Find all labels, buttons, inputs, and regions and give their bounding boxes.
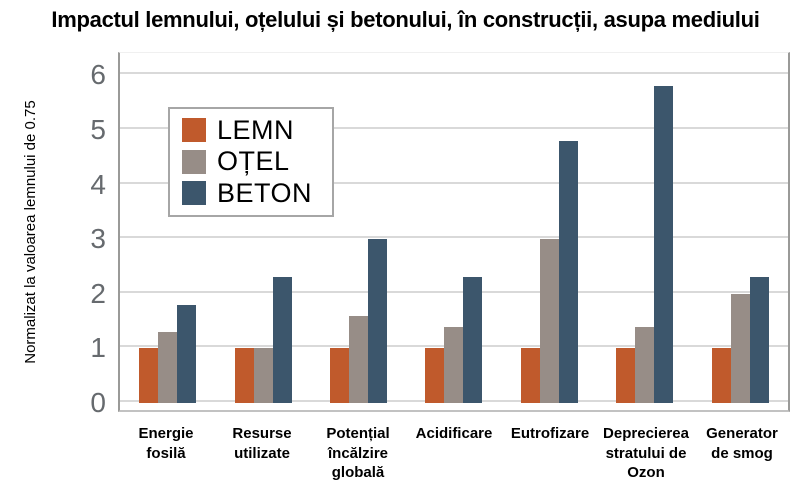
- x-label-7: Generator de smog: [706, 425, 778, 462]
- x-label-6: Deprecierea stratului de Ozon: [603, 425, 689, 481]
- legend-item-beton: BETON: [182, 177, 313, 208]
- legend: LEMN OȚEL BETON: [168, 107, 335, 218]
- gridline-y6: [120, 72, 788, 75]
- bar-beton-7: [749, 277, 769, 403]
- y-tick-label-2: 2: [90, 277, 106, 309]
- bar-lemn-1: [139, 348, 159, 403]
- bar-beton-1: [177, 304, 197, 403]
- bar-beton-4: [463, 277, 483, 403]
- x-label-2: Resurse utilizate: [232, 425, 292, 462]
- y-tick-label-5: 5: [90, 114, 106, 145]
- bar-beton-6: [654, 86, 674, 403]
- legend-item-oel: OȚEL: [182, 146, 312, 177]
- gridline-y3: [120, 236, 788, 239]
- bar-group-4: [406, 52, 501, 412]
- bar-oel-7: [730, 293, 750, 403]
- gridline-y4: [120, 181, 788, 184]
- chart-title: Impactul lemnului, oțelului și betonului…: [51, 7, 760, 32]
- bar-oel-4: [444, 326, 464, 403]
- bar-group-2: [215, 52, 310, 412]
- bar-oel-5: [539, 239, 559, 403]
- legend-item-lemn: LEMN: [182, 116, 312, 144]
- bar-lemn-6: [616, 348, 636, 403]
- bar-group-3: [311, 52, 406, 412]
- y-tick-label-6: 6: [90, 59, 106, 91]
- bar-lemn-4: [425, 348, 445, 403]
- bar-beton-3: [368, 239, 388, 403]
- bar-oel-1: [158, 332, 178, 403]
- y-axis-ticks: 0 1 2 3 4 5 6: [0, 52, 112, 417]
- bar-lemn-5: [520, 348, 540, 403]
- x-label-4: Acidificare: [415, 425, 493, 442]
- legend-label-lemn: LEMN: [217, 115, 295, 145]
- bar-oel-2: [253, 348, 273, 403]
- bar-lemn-7: [711, 348, 731, 403]
- bar-oel-6: [635, 326, 655, 403]
- legend-swatch-lemn: [182, 118, 206, 143]
- bar-oel-3: [349, 315, 369, 403]
- gridline-y5: [120, 127, 788, 129]
- y-tick-label-1: 1: [90, 332, 106, 364]
- bar-group-1: [120, 52, 215, 412]
- bar-beton-2: [272, 277, 292, 403]
- x-label-3: Potențial încălzire globală: [326, 425, 390, 481]
- x-label-5: Eutrofizare: [510, 425, 590, 442]
- y-tick-label-4: 4: [90, 168, 106, 200]
- x-label-1: Energie fosilă: [138, 425, 194, 462]
- bar-group-5: [502, 52, 597, 412]
- bar-group-7: [693, 52, 788, 412]
- legend-label-oel: OȚEL: [217, 146, 290, 177]
- x-axis-labels: Energie fosilă Resurse utilizate Potențial…: [118, 424, 790, 483]
- legend-swatch-oel: [182, 149, 206, 174]
- bar-lemn-2: [234, 348, 254, 403]
- y-tick-label-0: 0: [90, 387, 106, 418]
- gridline-y2: [120, 290, 788, 293]
- bars-layer: [120, 52, 788, 412]
- bar-lemn-3: [330, 348, 350, 403]
- y-tick-label-3: 3: [90, 223, 106, 255]
- bar-beton-5: [558, 140, 578, 403]
- legend-label-beton: BETON: [217, 177, 313, 208]
- bar-group-6: [597, 52, 692, 412]
- legend-swatch-beton: [182, 180, 206, 205]
